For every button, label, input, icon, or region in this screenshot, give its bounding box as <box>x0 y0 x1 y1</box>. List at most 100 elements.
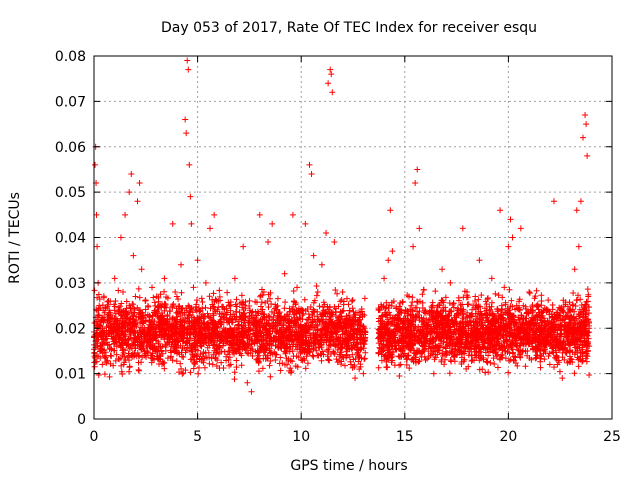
data-point <box>157 291 164 298</box>
data-point <box>572 349 579 356</box>
data-point <box>216 293 223 300</box>
data-point <box>185 311 192 318</box>
data-point <box>151 299 158 306</box>
data-point <box>185 66 192 73</box>
data-point <box>410 349 417 356</box>
data-point <box>463 313 470 320</box>
data-point <box>300 340 307 347</box>
data-point <box>570 289 577 296</box>
data-point <box>485 328 492 335</box>
data-point <box>466 318 473 325</box>
data-point <box>267 289 274 296</box>
data-point <box>310 252 317 259</box>
data-point <box>215 330 222 337</box>
data-point <box>161 326 168 333</box>
data-point <box>95 291 102 298</box>
data-point <box>282 328 289 335</box>
data-point <box>437 329 444 336</box>
data-point <box>411 314 418 321</box>
data-point <box>479 317 486 324</box>
data-point <box>467 336 474 343</box>
data-point <box>580 320 587 327</box>
data-point <box>490 337 497 344</box>
data-point <box>516 327 523 334</box>
data-point <box>188 324 195 331</box>
data-point <box>216 310 223 317</box>
data-point <box>188 343 195 350</box>
data-point <box>217 321 224 328</box>
data-point <box>552 324 559 331</box>
data-point <box>266 362 273 369</box>
data-point <box>274 295 281 302</box>
data-point <box>247 347 254 354</box>
data-point <box>384 331 391 338</box>
data-point <box>416 308 423 315</box>
data-point <box>294 284 301 291</box>
data-point <box>142 317 149 324</box>
data-point <box>313 283 320 290</box>
data-point <box>427 325 434 332</box>
data-point <box>210 331 217 338</box>
data-point <box>515 314 522 321</box>
data-point <box>289 317 296 324</box>
data-point <box>207 225 214 232</box>
data-point <box>169 314 176 321</box>
data-point <box>458 359 465 366</box>
data-point <box>233 348 240 355</box>
data-point <box>557 321 564 328</box>
data-point <box>176 351 183 358</box>
data-point <box>265 328 272 335</box>
data-point <box>169 357 176 364</box>
data-point <box>526 290 533 297</box>
data-point <box>451 346 458 353</box>
data-point <box>91 363 98 370</box>
data-point <box>310 299 317 306</box>
data-point <box>131 328 138 335</box>
data-point <box>415 358 422 365</box>
data-point <box>414 299 421 306</box>
data-point <box>412 304 419 311</box>
data-point <box>477 311 484 318</box>
data-point <box>391 362 398 369</box>
data-point <box>216 343 223 350</box>
data-point <box>428 338 435 345</box>
data-point <box>164 340 171 347</box>
data-point <box>178 261 185 268</box>
data-point <box>180 353 187 360</box>
data-point <box>257 303 264 310</box>
data-point <box>163 293 170 300</box>
data-point <box>140 312 147 319</box>
data-point <box>336 335 343 342</box>
data-point <box>550 349 557 356</box>
data-point <box>238 328 245 335</box>
data-point <box>120 288 127 295</box>
data-point <box>388 331 395 338</box>
data-point <box>557 313 564 320</box>
data-point <box>434 323 441 330</box>
data-point <box>585 318 592 325</box>
data-point <box>109 325 116 332</box>
data-point <box>497 323 504 330</box>
data-point <box>394 312 401 319</box>
data-point <box>318 261 325 268</box>
grid <box>94 56 612 419</box>
data-point <box>379 348 386 355</box>
data-point <box>327 317 334 324</box>
data-point <box>328 71 335 78</box>
data-point <box>585 329 592 336</box>
data-point <box>508 344 515 351</box>
data-point <box>455 330 462 337</box>
data-point <box>361 355 368 362</box>
data-point <box>100 332 107 339</box>
data-point <box>349 305 356 312</box>
data-point <box>391 332 398 339</box>
data-point <box>135 366 142 373</box>
data-point <box>308 324 315 331</box>
data-point <box>537 358 544 365</box>
data-point <box>173 332 180 339</box>
data-point <box>239 304 246 311</box>
data-point <box>260 313 267 320</box>
data-point <box>555 357 562 364</box>
data-point <box>111 333 118 340</box>
data-point <box>485 323 492 330</box>
